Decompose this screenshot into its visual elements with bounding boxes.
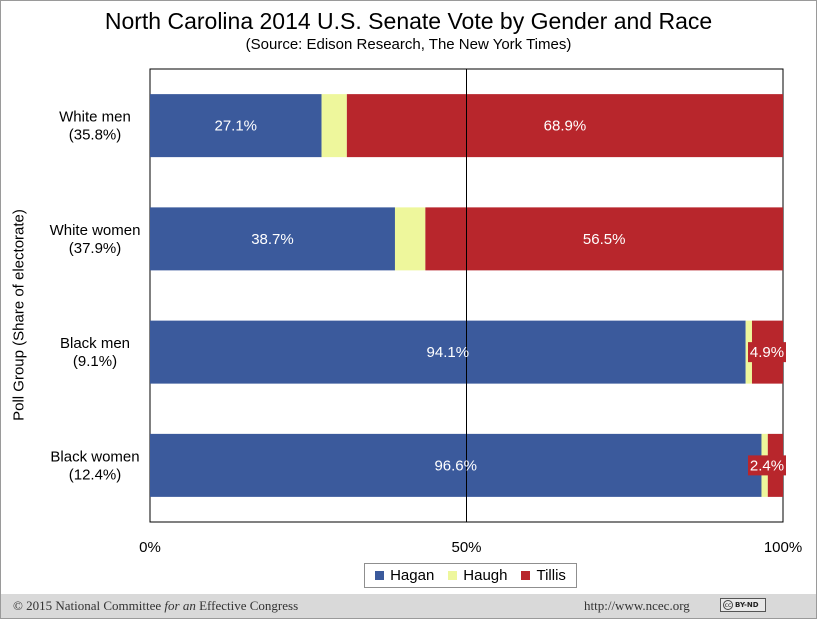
category-label: (37.9%) [69,240,122,257]
category-label: Black women [50,448,139,465]
category-label: (12.4%) [69,466,122,483]
legend-swatch [375,571,385,580]
bar-haugh [394,207,426,271]
copyright-italic-text: for an [164,598,196,613]
data-label-hagan: 94.1% [427,344,470,361]
x-tick-label: 100% [764,539,802,556]
category-label: (9.1%) [73,353,117,370]
legend-swatch [448,571,458,580]
x-tick-label: 50% [451,539,481,556]
legend-item-hagan: Hagan [375,567,434,584]
bar-hagan [150,207,395,271]
data-label-tillis: 56.5% [583,231,626,248]
category-label: (35.8%) [69,127,122,144]
legend-item-haugh: Haugh [448,567,507,584]
data-label-hagan: 96.6% [434,457,477,474]
chart-plot: 27.1% 68.9% White men(35.8%) 38.7% 56.5% Whit… [50,68,802,556]
category-label: White men [59,109,131,126]
category-label: White women [50,222,141,239]
chart-legend: Hagan Haugh Tillis [364,563,577,588]
license-badge[interactable]: cc BY-ND [720,598,766,612]
x-tick-label: 0% [139,539,161,556]
legend-label: Tillis [536,567,566,584]
website-link[interactable]: http://www.ncec.org [584,598,690,613]
footer-bar: © 2015 National Committee for an Effecti… [1,594,816,618]
legend-label: Haugh [463,567,508,584]
copyright-notice: © 2015 National Committee for an Effecti… [13,598,298,614]
bar-hagan [150,320,746,384]
data-label-tillis: 2.4% [750,457,784,474]
legend-swatch [521,571,531,580]
category-label: Black men [60,335,130,352]
bar-hagan [150,433,762,497]
data-label-tillis: 4.9% [750,344,784,361]
bar-tillis [346,94,783,158]
bar-hagan [150,94,322,158]
data-label-box-tillis [748,342,786,363]
chart-subtitle: (Source: Edison Research, The New York T… [245,36,572,53]
copyright-end-text: Effective Congress [195,598,299,613]
legend-label: Hagan [390,567,435,584]
license-badge-text: BY-ND [735,601,759,609]
bar-haugh [321,94,347,158]
data-label-hagan: 38.7% [251,231,294,248]
creative-commons-icon: cc [723,600,733,610]
data-label-tillis: 68.9% [544,118,587,135]
chart-title: North Carolina 2014 U.S. Senate Vote by … [104,8,713,34]
bar-tillis [425,207,783,271]
data-label-hagan: 27.1% [214,118,257,135]
copyright-text: © 2015 National Committee [13,598,165,613]
legend-item-tillis: Tillis [521,567,566,584]
data-label-box-tillis [748,455,786,476]
